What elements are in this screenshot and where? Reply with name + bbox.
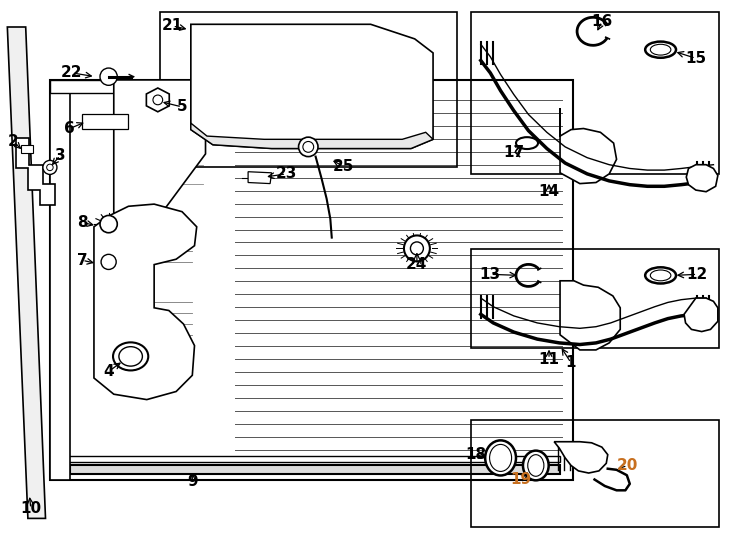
- Polygon shape: [94, 204, 197, 400]
- Polygon shape: [554, 442, 608, 473]
- Circle shape: [404, 235, 430, 261]
- Polygon shape: [686, 165, 718, 192]
- Circle shape: [47, 164, 53, 171]
- Text: 6: 6: [65, 121, 75, 136]
- Ellipse shape: [650, 270, 671, 281]
- Text: 24: 24: [406, 257, 428, 272]
- Text: 16: 16: [592, 14, 612, 29]
- Polygon shape: [146, 88, 170, 112]
- Ellipse shape: [485, 441, 516, 475]
- Polygon shape: [70, 465, 560, 474]
- Circle shape: [100, 215, 117, 233]
- Text: 22: 22: [61, 65, 83, 80]
- Text: 7: 7: [77, 253, 87, 268]
- Text: 8: 8: [77, 215, 87, 230]
- Bar: [160, 12, 457, 167]
- Text: 17: 17: [504, 145, 524, 160]
- Polygon shape: [191, 123, 433, 148]
- Polygon shape: [21, 145, 33, 153]
- Text: 19: 19: [511, 472, 531, 487]
- Circle shape: [303, 141, 313, 152]
- Ellipse shape: [523, 450, 548, 481]
- Polygon shape: [191, 24, 433, 149]
- Polygon shape: [60, 456, 560, 462]
- Polygon shape: [248, 172, 272, 184]
- Text: 5: 5: [177, 99, 187, 114]
- Text: 23: 23: [275, 166, 297, 181]
- Bar: [471, 12, 719, 174]
- Circle shape: [101, 254, 116, 269]
- Text: 3: 3: [55, 148, 65, 163]
- Bar: [471, 420, 719, 527]
- Text: 14: 14: [539, 184, 559, 199]
- Text: 21: 21: [162, 18, 183, 33]
- Text: 20: 20: [617, 458, 639, 473]
- Ellipse shape: [650, 44, 671, 55]
- Circle shape: [299, 137, 318, 157]
- Ellipse shape: [490, 444, 512, 471]
- Bar: [50, 80, 573, 480]
- Circle shape: [100, 68, 117, 85]
- Polygon shape: [7, 27, 46, 518]
- Text: 18: 18: [465, 447, 486, 462]
- Ellipse shape: [119, 347, 142, 366]
- Ellipse shape: [113, 342, 148, 370]
- Polygon shape: [560, 108, 617, 184]
- Polygon shape: [16, 138, 55, 205]
- Bar: [471, 249, 719, 348]
- Polygon shape: [82, 114, 128, 129]
- Text: 15: 15: [686, 51, 706, 66]
- Circle shape: [43, 160, 57, 174]
- Text: 9: 9: [187, 474, 197, 489]
- Text: 11: 11: [539, 352, 559, 367]
- Text: 12: 12: [687, 267, 708, 282]
- Text: 2: 2: [8, 134, 18, 149]
- Ellipse shape: [516, 137, 538, 149]
- Text: 13: 13: [480, 267, 501, 282]
- Polygon shape: [50, 80, 235, 93]
- Polygon shape: [114, 80, 206, 213]
- Text: 10: 10: [21, 501, 41, 516]
- Text: 25: 25: [333, 159, 355, 174]
- Ellipse shape: [528, 455, 544, 476]
- Ellipse shape: [645, 267, 676, 284]
- Polygon shape: [560, 281, 620, 350]
- Circle shape: [410, 242, 424, 255]
- Circle shape: [153, 95, 163, 105]
- Ellipse shape: [645, 42, 676, 58]
- Polygon shape: [50, 80, 70, 480]
- Text: 1: 1: [566, 355, 576, 370]
- Text: 4: 4: [103, 364, 114, 379]
- Polygon shape: [684, 298, 718, 332]
